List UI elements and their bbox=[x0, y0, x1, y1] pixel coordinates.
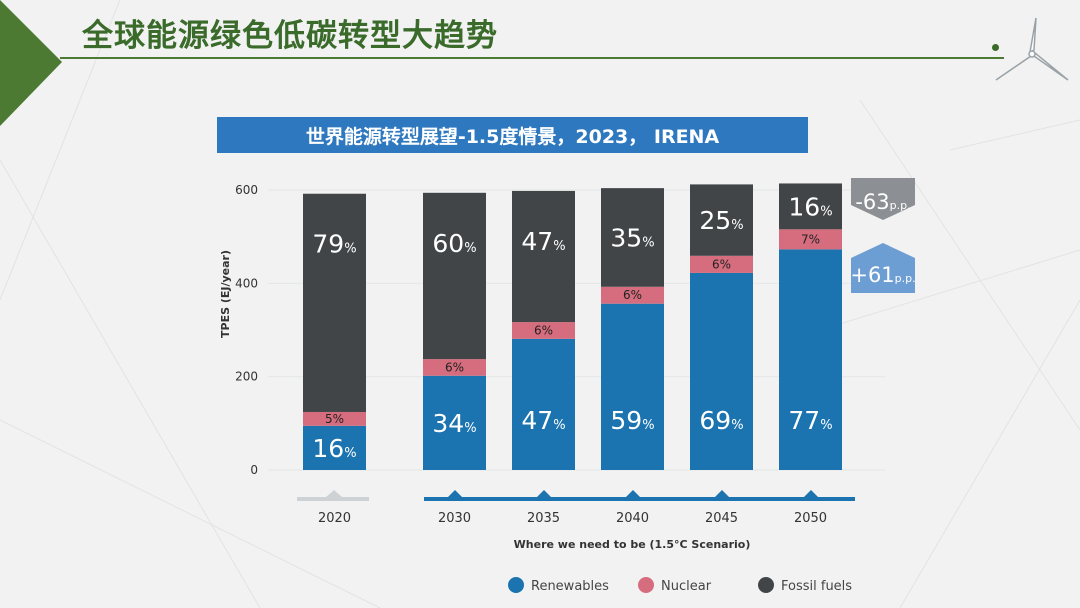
bar-renewables bbox=[303, 425, 366, 470]
nuclear-share-label: 7% bbox=[801, 232, 820, 246]
renewables-share-label: 34% bbox=[432, 409, 476, 438]
fossil-share-label: 35% bbox=[610, 223, 654, 252]
legend-label: Nuclear bbox=[661, 579, 712, 594]
timeline-scenario bbox=[424, 497, 855, 501]
nuclear-share-label: 6% bbox=[623, 288, 642, 302]
legend-swatch bbox=[508, 577, 524, 593]
legend-label: Renewables bbox=[531, 579, 609, 594]
timeline-marker bbox=[625, 490, 641, 498]
bar-renewables bbox=[779, 249, 842, 470]
bar-renewables bbox=[423, 375, 486, 470]
x-tick-label: 2050 bbox=[794, 511, 827, 526]
bar-nuclear bbox=[690, 255, 753, 273]
bar-fossil-fuels bbox=[601, 188, 664, 287]
bar-fossil-fuels bbox=[303, 193, 366, 412]
corner-triangle bbox=[0, 0, 62, 126]
y-axis-title: TPES (EJ/year) bbox=[219, 250, 232, 338]
x-tick-label: 2040 bbox=[616, 511, 649, 526]
timeline-marker bbox=[714, 490, 730, 498]
nuclear-share-label: 5% bbox=[325, 412, 344, 426]
timeline-marker bbox=[326, 490, 342, 497]
y-tick-label: 400 bbox=[235, 276, 258, 290]
timeline-2020 bbox=[297, 497, 369, 501]
bar-renewables bbox=[690, 272, 753, 470]
timeline-marker bbox=[803, 490, 819, 498]
renewables-share-label: 69% bbox=[699, 406, 743, 435]
bar-nuclear bbox=[303, 411, 366, 426]
x-tick-label: 2045 bbox=[705, 511, 738, 526]
title-rule bbox=[60, 57, 1004, 59]
chart-banner: 世界能源转型展望-1.5度情景，2023， IRENA bbox=[217, 117, 808, 153]
bar-fossil-fuels bbox=[779, 183, 842, 230]
fossil-share-label: 25% bbox=[699, 206, 743, 235]
bar-nuclear bbox=[601, 286, 664, 304]
legend-label: Fossil fuels bbox=[781, 579, 852, 594]
renewables-change-arrow bbox=[851, 243, 915, 293]
wind-turbine-icon bbox=[995, 17, 1069, 81]
nuclear-share-label: 6% bbox=[534, 323, 553, 337]
bar-renewables bbox=[512, 338, 575, 470]
fossil-share-label: 47% bbox=[521, 227, 565, 256]
y-tick-label: 600 bbox=[235, 183, 258, 197]
bar-fossil-fuels bbox=[512, 190, 575, 323]
renewables-share-label: 77% bbox=[788, 406, 832, 435]
bar-nuclear bbox=[423, 359, 486, 376]
x-axis-title: Where we need to be (1.5°C Scenario) bbox=[514, 538, 751, 551]
fossil-share-label: 60% bbox=[432, 229, 476, 258]
nuclear-share-label: 6% bbox=[712, 257, 731, 271]
y-tick-label: 200 bbox=[235, 370, 258, 384]
x-tick-label: 2035 bbox=[527, 511, 560, 526]
timeline-marker bbox=[536, 490, 552, 498]
renewables-share-label: 59% bbox=[610, 406, 654, 435]
bar-fossil-fuels bbox=[423, 192, 486, 360]
fossil-share-label: 16% bbox=[788, 192, 832, 221]
nuclear-share-label: 6% bbox=[445, 360, 464, 374]
timeline-marker bbox=[447, 490, 463, 498]
bar-nuclear bbox=[779, 229, 842, 250]
legend-swatch bbox=[758, 577, 774, 593]
rule-dot bbox=[992, 44, 999, 51]
renewables-share-label: 47% bbox=[521, 406, 565, 435]
fossil-change-arrow bbox=[851, 178, 915, 220]
x-tick-label: 2030 bbox=[438, 511, 471, 526]
bar-nuclear bbox=[512, 322, 575, 339]
renewables-change-label: +61p.p. bbox=[850, 263, 915, 287]
fossil-change-label: -63p.p. bbox=[855, 190, 910, 214]
bar-renewables bbox=[601, 303, 664, 470]
x-tick-label: 2020 bbox=[318, 511, 351, 526]
slide-title: 全球能源绿色低碳转型大趋势 bbox=[82, 18, 498, 54]
y-tick-label: 0 bbox=[250, 463, 258, 477]
renewables-share-label: 16% bbox=[312, 434, 356, 463]
legend-swatch bbox=[638, 577, 654, 593]
fossil-share-label: 79% bbox=[312, 230, 356, 259]
bar-fossil-fuels bbox=[690, 184, 753, 256]
